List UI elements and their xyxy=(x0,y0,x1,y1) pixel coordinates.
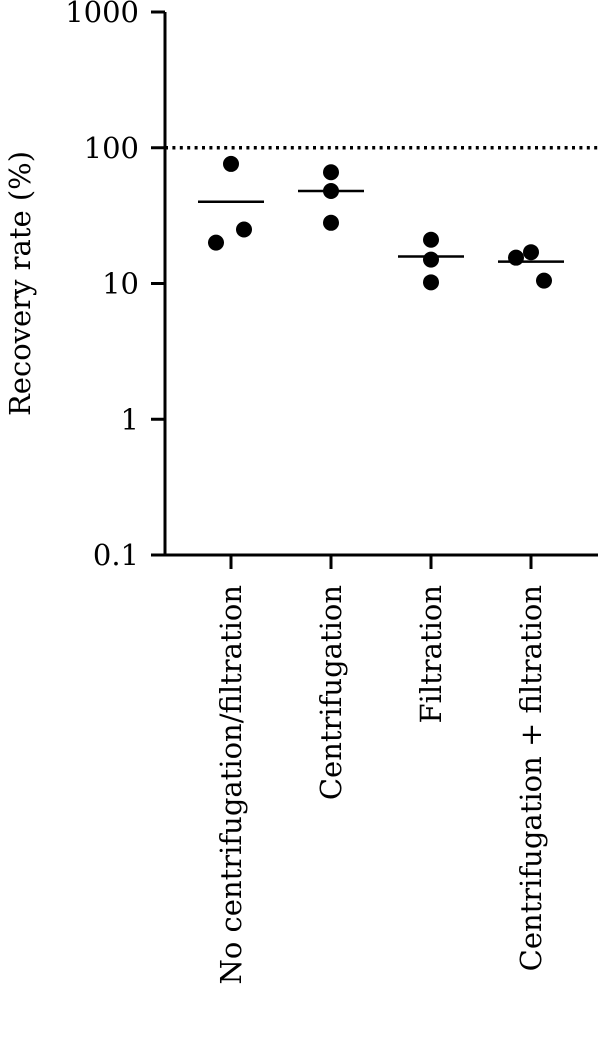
data-point xyxy=(423,231,439,248)
data-point xyxy=(423,274,439,291)
y-tick-label: 1 xyxy=(121,402,139,436)
data-point xyxy=(236,221,252,238)
plot-area: 0.1 1 10 100 1000 Recovery rate (%) No centrif… xyxy=(3,0,598,985)
data-point xyxy=(523,244,539,261)
data-point xyxy=(323,214,339,231)
y-tick-label: 10 xyxy=(102,267,139,301)
data-point xyxy=(423,251,439,268)
data-point xyxy=(536,272,552,289)
x-category-label: Centrifugation xyxy=(314,585,348,800)
data-point xyxy=(323,164,339,181)
data-point xyxy=(208,234,224,251)
y-tick-label: 100 xyxy=(84,131,139,165)
y-tick-label: 0.1 xyxy=(93,538,139,572)
y-tick-label: 1000 xyxy=(65,0,139,29)
x-category-label: Filtration xyxy=(414,585,448,724)
data-point xyxy=(323,183,339,200)
y-axis-title: Recovery rate (%) xyxy=(3,151,37,416)
data-point xyxy=(508,249,524,266)
x-category-label: Centrifugation + filtration xyxy=(514,585,548,971)
x-category-label: No centrifugation/filtration xyxy=(214,585,248,985)
data-point xyxy=(223,155,239,172)
